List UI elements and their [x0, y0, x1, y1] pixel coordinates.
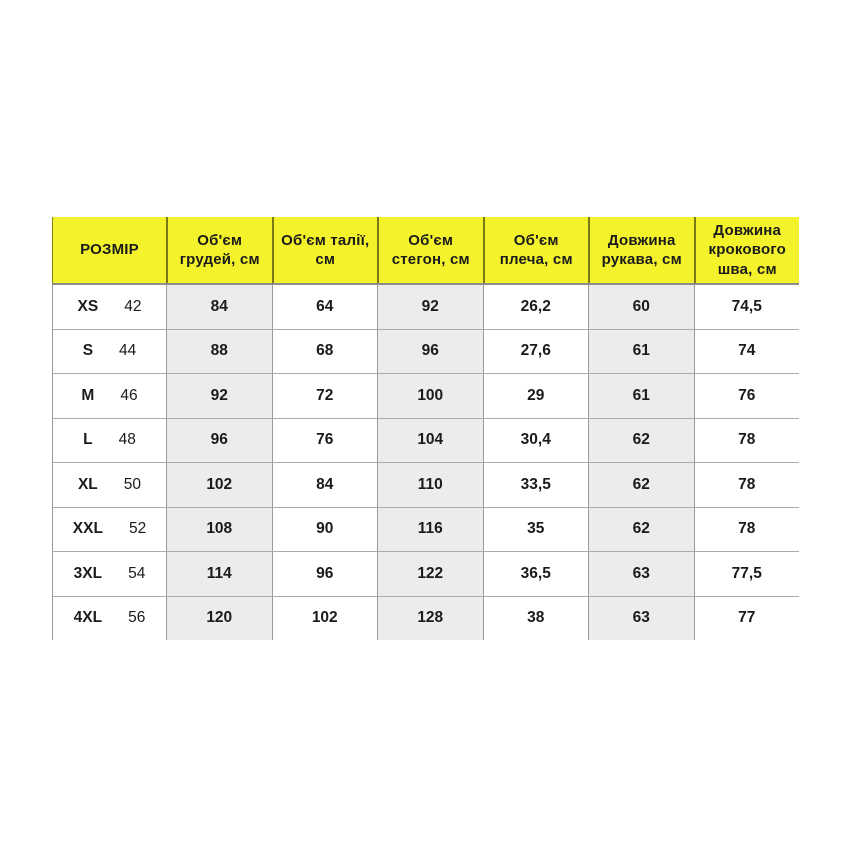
value-cell-sleeve: 61: [588, 374, 694, 418]
value-cell-inseam: 77: [693, 596, 799, 640]
value-cell-waist: 102: [271, 596, 377, 640]
value-cell-hips: 128: [377, 596, 483, 640]
table-row-xl: XL 50 102 84 110 33,5 62 78: [52, 463, 799, 508]
value-cell-chest: 88: [166, 329, 272, 373]
size-label: XS: [77, 297, 99, 315]
value-cell-shoulder: 36,5: [482, 552, 588, 596]
value-cell-shoulder: 29: [482, 374, 588, 418]
value-cell-chest: 114: [166, 552, 272, 596]
value-cell-inseam: 78: [693, 418, 799, 462]
value-cell-sleeve: 60: [588, 285, 694, 329]
value-cell-sleeve: 61: [588, 329, 694, 373]
table-row-m: M 46 92 72 100 29 61 76: [52, 374, 799, 419]
value-cell-waist: 64: [271, 285, 377, 329]
table-row-3xl: 3XL 54 114 96 122 36,5 63 77,5: [52, 552, 799, 597]
size-number: 48: [118, 431, 136, 449]
value-cell-shoulder: 27,6: [482, 329, 588, 373]
value-cell-hips: 116: [377, 507, 483, 551]
value-cell-shoulder: 38: [482, 596, 588, 640]
size-number: 42: [124, 297, 142, 315]
value-cell-sleeve: 63: [588, 596, 694, 640]
header-cell-hips: Об'єм стегон, см: [377, 217, 483, 283]
header-cell-sleeve: Довжина рукава, см: [588, 217, 694, 283]
header-cell-shoulder: Об'єм плеча, см: [482, 217, 588, 283]
size-number: 50: [123, 475, 142, 493]
value-cell-waist: 68: [271, 329, 377, 373]
table-row-xxl: XXL 52 108 90 116 35 62 78: [52, 507, 799, 552]
size-cell: 4XL 56: [52, 596, 166, 640]
value-cell-sleeve: 62: [588, 418, 694, 462]
header-cell-chest: Об'єм грудей, см: [166, 217, 272, 283]
size-number: 46: [120, 386, 138, 404]
size-label: M: [81, 386, 95, 404]
size-number: 54: [128, 564, 146, 582]
value-cell-shoulder: 35: [482, 507, 588, 551]
value-cell-inseam: 76: [693, 374, 799, 418]
size-label: L: [83, 431, 93, 449]
value-cell-sleeve: 62: [588, 463, 694, 507]
value-cell-hips: 100: [377, 374, 483, 418]
header-cell-size: РОЗМІР: [52, 217, 166, 283]
value-cell-shoulder: 33,5: [482, 463, 588, 507]
size-cell: XS 42: [52, 285, 166, 329]
value-cell-inseam: 78: [693, 507, 799, 551]
header-cell-waist: Об'єм талії, см: [271, 217, 377, 283]
size-label: XXL: [72, 520, 103, 538]
size-number: 52: [128, 520, 147, 538]
table-row-l: L 48 96 76 104 30,4 62 78: [52, 418, 799, 463]
size-label: S: [82, 342, 94, 360]
value-cell-chest: 120: [166, 596, 272, 640]
value-cell-inseam: 74,5: [693, 285, 799, 329]
value-cell-shoulder: 26,2: [482, 285, 588, 329]
value-cell-hips: 96: [377, 329, 483, 373]
value-cell-shoulder: 30,4: [482, 418, 588, 462]
size-cell: M 46: [52, 374, 166, 418]
table-row-s: S 44 88 68 96 27,6 61 74: [52, 329, 799, 374]
size-label: 4XL: [73, 609, 103, 627]
header-row: РОЗМІР Об'єм грудей, см Об'єм талії, см …: [52, 217, 799, 285]
value-cell-chest: 92: [166, 374, 272, 418]
value-cell-chest: 84: [166, 285, 272, 329]
size-cell: L 48: [52, 418, 166, 462]
size-cell: S 44: [52, 329, 166, 373]
size-chart-table: РОЗМІР Об'єм грудей, см Об'єм талії, см …: [52, 217, 799, 640]
value-cell-sleeve: 62: [588, 507, 694, 551]
value-cell-waist: 90: [271, 507, 377, 551]
value-cell-chest: 102: [166, 463, 272, 507]
value-cell-inseam: 77,5: [693, 552, 799, 596]
size-cell: XXL 52: [52, 507, 166, 551]
size-label: XL: [77, 475, 98, 493]
value-cell-hips: 122: [377, 552, 483, 596]
size-label: 3XL: [73, 564, 103, 582]
value-cell-hips: 92: [377, 285, 483, 329]
size-cell: XL 50: [52, 463, 166, 507]
size-cell: 3XL 54: [52, 552, 166, 596]
value-cell-waist: 76: [271, 418, 377, 462]
size-number: 44: [119, 342, 137, 360]
value-cell-waist: 84: [271, 463, 377, 507]
value-cell-hips: 110: [377, 463, 483, 507]
table-row-xs: XS 42 84 64 92 26,2 60 74,5: [52, 285, 799, 330]
value-cell-waist: 96: [271, 552, 377, 596]
value-cell-inseam: 78: [693, 463, 799, 507]
size-number: 56: [128, 609, 146, 627]
value-cell-sleeve: 63: [588, 552, 694, 596]
value-cell-inseam: 74: [693, 329, 799, 373]
value-cell-hips: 104: [377, 418, 483, 462]
value-cell-chest: 108: [166, 507, 272, 551]
value-cell-chest: 96: [166, 418, 272, 462]
value-cell-waist: 72: [271, 374, 377, 418]
table-row-4xl: 4XL 56 120 102 128 38 63 77: [52, 596, 799, 640]
header-cell-inseam: Довжина крокового шва, см: [693, 217, 799, 283]
